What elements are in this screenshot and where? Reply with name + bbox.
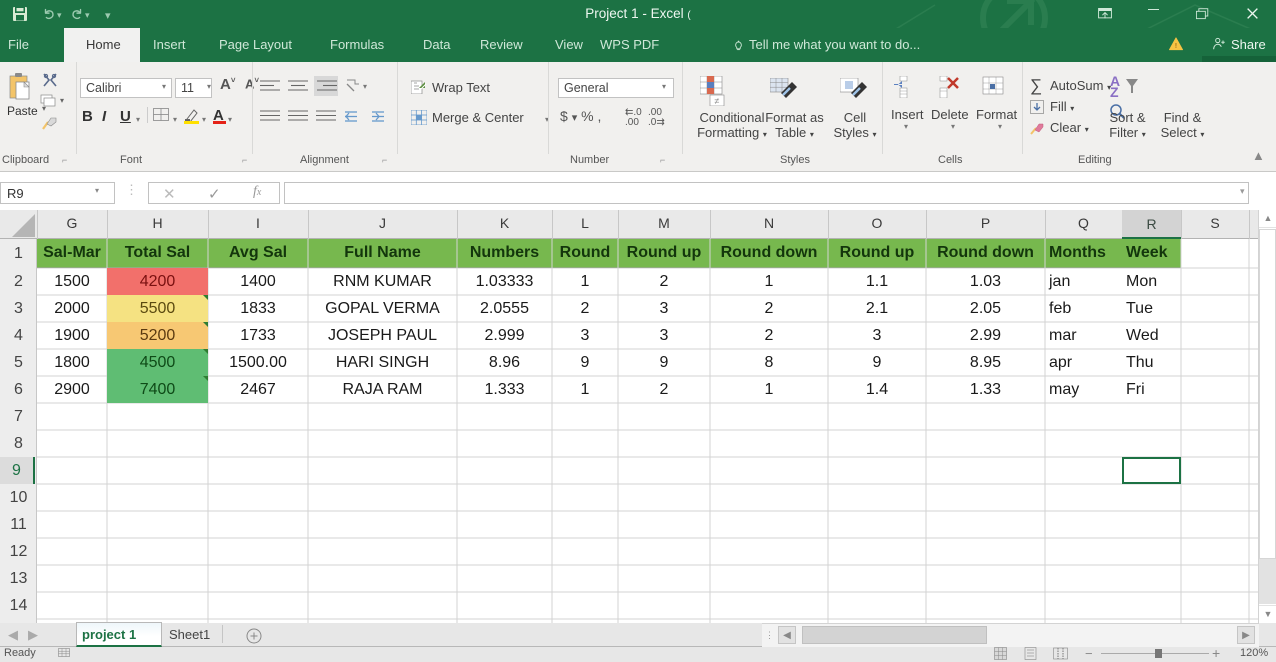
svg-text:≠: ≠ xyxy=(715,96,720,106)
svg-text:!: ! xyxy=(1175,43,1177,50)
